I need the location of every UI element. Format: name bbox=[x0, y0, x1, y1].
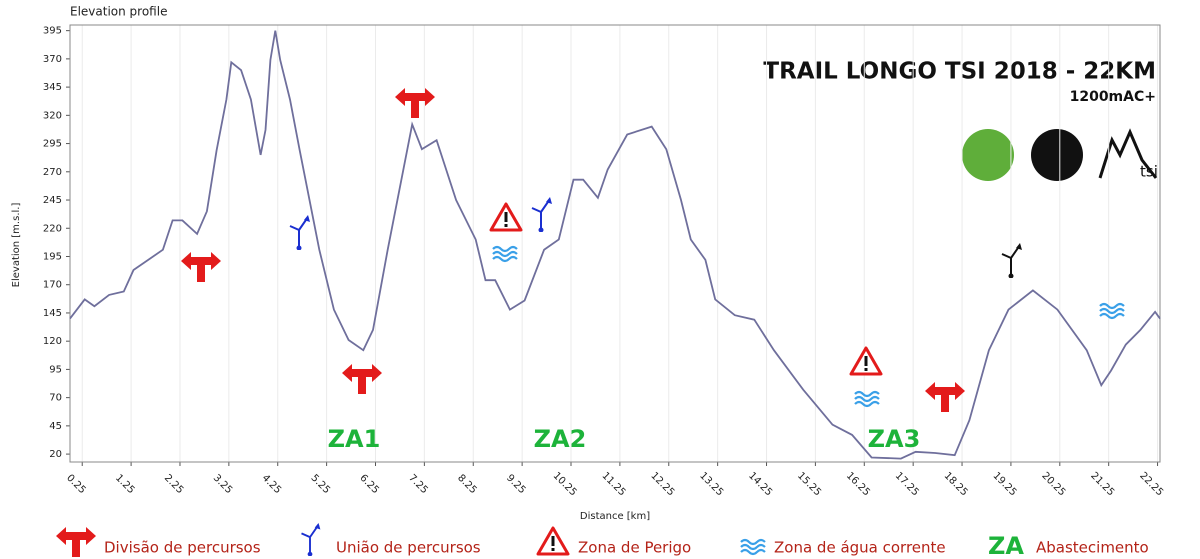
split-icon bbox=[395, 88, 435, 118]
y-tick-label: 295 bbox=[43, 139, 62, 150]
legend-icon bbox=[300, 522, 322, 556]
legend-label: Zona de água corrente bbox=[774, 539, 946, 557]
y-tick-label: 220 bbox=[43, 223, 62, 234]
y-tick-label: 120 bbox=[43, 336, 62, 347]
x-tick-label: 13.25 bbox=[697, 470, 725, 498]
y-tick-label: 195 bbox=[43, 251, 62, 262]
x-tick-label: 10.25 bbox=[551, 470, 579, 498]
y-tick-label: 345 bbox=[43, 82, 62, 93]
water-icon bbox=[1099, 302, 1125, 320]
x-tick-label: 1.25 bbox=[113, 473, 137, 497]
x-tick-label: 3.25 bbox=[211, 473, 235, 497]
x-tick-label: 9.25 bbox=[504, 473, 528, 497]
x-tick-label: 16.25 bbox=[844, 470, 872, 498]
plot-frame bbox=[69, 24, 1161, 463]
y-tick-label: 245 bbox=[43, 195, 62, 206]
logo bbox=[962, 129, 1014, 181]
x-tick-label: 8.25 bbox=[455, 473, 479, 497]
x-tick-label: 0.25 bbox=[64, 473, 88, 497]
join-icon bbox=[1001, 242, 1023, 278]
elevation-line bbox=[69, 30, 1161, 460]
x-tick-label: 4.25 bbox=[260, 473, 284, 497]
legend-icon bbox=[740, 538, 766, 556]
legend-icon bbox=[56, 527, 96, 557]
logo bbox=[1098, 128, 1158, 179]
subheading: 1200mAC+ bbox=[1070, 89, 1156, 105]
x-tick-label: 2.25 bbox=[162, 473, 186, 497]
x-tick-label: 20.25 bbox=[1039, 470, 1067, 498]
x-tick-label: 12.25 bbox=[648, 470, 676, 498]
legend-label: Divisão de percursos bbox=[104, 539, 261, 557]
logo-text: tsi bbox=[1140, 163, 1158, 181]
zone-label: ZA1 bbox=[328, 425, 381, 453]
x-tick-label: 22.25 bbox=[1137, 470, 1165, 498]
split-icon bbox=[925, 382, 965, 412]
chart-title: Elevation profile bbox=[70, 5, 167, 19]
y-tick-label: 45 bbox=[49, 421, 62, 432]
zone-label: ZA2 bbox=[534, 425, 587, 453]
join-icon bbox=[289, 214, 311, 250]
zone-label: ZA3 bbox=[868, 425, 921, 453]
y-tick-label: 70 bbox=[49, 393, 62, 404]
x-axis-label: Distance [km] bbox=[580, 511, 650, 522]
y-tick-label: 20 bbox=[49, 449, 62, 460]
y-tick-label: 95 bbox=[49, 364, 62, 375]
heading: TRAIL LONGO TSI 2018 - 22KM bbox=[763, 59, 1156, 85]
legend-label: ZA bbox=[988, 532, 1024, 559]
split-icon bbox=[342, 364, 382, 394]
y-tick-label: 170 bbox=[43, 280, 62, 291]
x-tick-label: 11.25 bbox=[600, 470, 628, 498]
x-tick-label: 19.25 bbox=[991, 470, 1019, 498]
y-tick-label: 395 bbox=[43, 26, 62, 37]
legend-label: Zona de Perigo bbox=[578, 539, 691, 557]
y-tick-label: 320 bbox=[43, 110, 62, 121]
y-tick-label: 145 bbox=[43, 308, 62, 319]
x-tick-label: 5.25 bbox=[308, 473, 332, 497]
legend-icon bbox=[536, 526, 570, 556]
logo bbox=[1031, 129, 1083, 181]
x-tick-label: 6.25 bbox=[357, 473, 381, 497]
legend-label: Abastecimento bbox=[1036, 539, 1149, 557]
x-tick-label: 18.25 bbox=[942, 470, 970, 498]
x-tick-label: 14.25 bbox=[746, 470, 774, 498]
join-icon bbox=[531, 196, 553, 232]
x-tick-label: 21.25 bbox=[1088, 470, 1116, 498]
y-axis-label: Elevation [m.s.l.] bbox=[11, 203, 22, 288]
water-icon bbox=[854, 390, 880, 408]
danger-icon bbox=[849, 346, 883, 376]
x-tick-label: 15.25 bbox=[795, 470, 823, 498]
x-tick-label: 17.25 bbox=[893, 470, 921, 498]
legend-label: União de percursos bbox=[336, 539, 481, 557]
water-icon bbox=[492, 245, 518, 263]
x-tick-label: 7.25 bbox=[406, 473, 430, 497]
split-icon bbox=[181, 252, 221, 282]
y-tick-label: 270 bbox=[43, 167, 62, 178]
danger-icon bbox=[489, 202, 523, 232]
y-tick-label: 370 bbox=[43, 54, 62, 65]
